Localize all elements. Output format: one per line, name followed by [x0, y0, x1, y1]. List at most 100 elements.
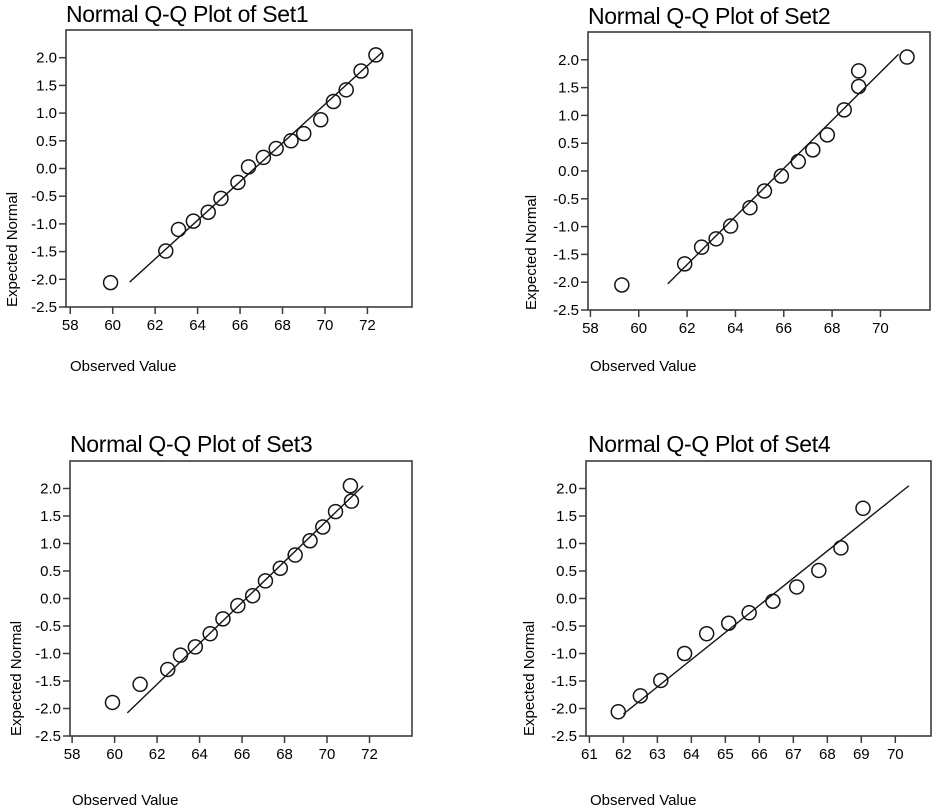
x-tick-label: 66 [234, 746, 251, 763]
x-tick-label: 69 [853, 746, 870, 763]
plot-title-set3: Normal Q-Q Plot of Set3 [70, 431, 313, 457]
data-point [315, 519, 331, 535]
y-tick-label: 0.5 [40, 563, 61, 580]
data-point [676, 645, 693, 662]
plot-box [69, 460, 413, 737]
data-point [855, 500, 871, 517]
data-point [850, 78, 867, 95]
x-tick-label: 66 [775, 320, 792, 337]
x-tick-label: 64 [189, 317, 206, 334]
y-tick-label: 1.5 [40, 508, 61, 525]
x-tick-label: 60 [104, 317, 121, 334]
y-tick-label: -2.0 [551, 701, 577, 718]
y-tick-label: 0.0 [556, 591, 577, 608]
y-tick-label: 2.0 [40, 481, 61, 498]
y-tick-label: -1.0 [31, 216, 57, 233]
data-point [850, 63, 867, 79]
x-tick-label: 70 [872, 320, 889, 337]
y-tick-label: -1.5 [31, 244, 57, 261]
y-tick-label: 1.0 [556, 536, 577, 553]
y-tick-label: -0.5 [553, 191, 579, 208]
x-tick-label: 62 [615, 746, 632, 763]
data-point [343, 493, 360, 509]
y-tick-label: -1.0 [551, 646, 577, 663]
x-tick-label: 62 [147, 317, 164, 334]
data-point [200, 204, 216, 221]
data-point [102, 274, 119, 291]
data-point [257, 573, 274, 589]
y-axis-title-set4: Expected Normal [521, 620, 538, 736]
y-tick-label: -2.5 [35, 728, 61, 745]
data-point [215, 611, 231, 627]
y-tick-label: 2.0 [556, 481, 577, 498]
y-tick-label: 1.5 [556, 508, 577, 525]
data-point [741, 605, 757, 621]
y-tick-label: 1.5 [558, 80, 579, 97]
data-point [676, 256, 693, 272]
x-tick-label: 68 [824, 320, 841, 337]
qq-plot-cell-set1: 58 60 62 64 66 68 70 72 2.0 1.5 1.0 0.5 0.0 -0.5 -1.0 -… [0, 0, 467, 404]
x-tick-label: 62 [679, 320, 696, 337]
y-tick-label: -1.5 [553, 246, 579, 263]
qq-plot-cell-set3: 58 60 62 64 66 68 70 72 2.0 1.5 1.0 0.5 0.0 -0.5 -1.0 -… [0, 404, 467, 809]
y-tick-label: 0.5 [36, 133, 57, 150]
data-point [230, 597, 246, 614]
x-tick-label: 70 [317, 317, 334, 334]
x-tick-label: 68 [819, 746, 836, 763]
data-point [693, 239, 710, 255]
data-point [773, 168, 790, 184]
plot-title-set2: Normal Q-Q Plot of Set2 [588, 3, 831, 29]
data-point [338, 82, 354, 98]
data-point [230, 174, 246, 191]
y-tick-label: -1.5 [35, 673, 61, 690]
x-axis-title-set4: Observed Value [590, 792, 697, 809]
y-tick-label: -2.0 [35, 701, 61, 718]
x-tick-label: 68 [276, 746, 293, 763]
y-tick-label: 1.0 [558, 107, 579, 124]
plot-box [585, 460, 932, 737]
data-point [836, 102, 852, 118]
data-point [342, 478, 359, 494]
data-point [170, 221, 187, 238]
y-tick-label: -2.0 [31, 271, 57, 288]
data-point [353, 63, 369, 79]
data-point [295, 125, 312, 142]
y-tick-label: -1.5 [551, 673, 577, 690]
y-tick-label: -1.0 [35, 646, 61, 663]
data-point [708, 231, 724, 247]
x-tick-label: 64 [727, 320, 744, 337]
data-point [272, 560, 289, 576]
y-tick-label: -1.0 [553, 219, 579, 236]
x-tick-label: 58 [62, 317, 79, 334]
x-tick-label: 60 [630, 320, 647, 337]
data-point [240, 159, 257, 175]
qq-plot-canvas-set3: 58 60 62 64 66 68 70 72 2.0 1.5 1.0 0.5 0.0 -0.5 -1.0 -… [35, 460, 413, 763]
qq-plot-canvas-set1: 58 60 62 64 66 68 70 72 2.0 1.5 1.0 0.5 0.0 -0.5 -1.0 -… [31, 29, 413, 334]
data-point [788, 579, 805, 595]
y-tick-label: -2.5 [31, 299, 57, 316]
data-point [244, 588, 261, 604]
y-tick-label: -2.5 [551, 728, 577, 745]
y-tick-label: -2.0 [553, 274, 579, 291]
x-tick-label: 64 [191, 746, 208, 763]
data-point [653, 672, 669, 689]
y-tick-label: -2.5 [553, 302, 579, 319]
y-tick-label: 1.0 [36, 105, 57, 122]
x-tick-label: 68 [274, 317, 291, 334]
data-point [756, 183, 773, 199]
x-tick-label: 65 [717, 746, 734, 763]
data-point [187, 639, 204, 655]
x-axis-title-set3: Observed Value [72, 792, 179, 809]
qq-plot-canvas-set4: 61 62 63 64 65 66 67 68 69 70 2.0 1.5 1.0 0.5 0.0 -0.5 -… [551, 460, 932, 763]
data-point [185, 213, 202, 229]
data-point [819, 127, 836, 143]
data-point [790, 153, 807, 170]
y-tick-label: 0.0 [36, 161, 57, 178]
data-point [302, 533, 318, 549]
y-axis-title-set3: Expected Normal [8, 620, 25, 736]
qq-plot-cell-set2: 58 60 62 64 66 68 70 2.0 1.5 1.0 0.5 0.0 -0.5 -1.0 -1.… [468, 0, 935, 404]
data-point [765, 593, 781, 609]
data-point [721, 615, 737, 631]
x-tick-label: 72 [361, 746, 378, 763]
